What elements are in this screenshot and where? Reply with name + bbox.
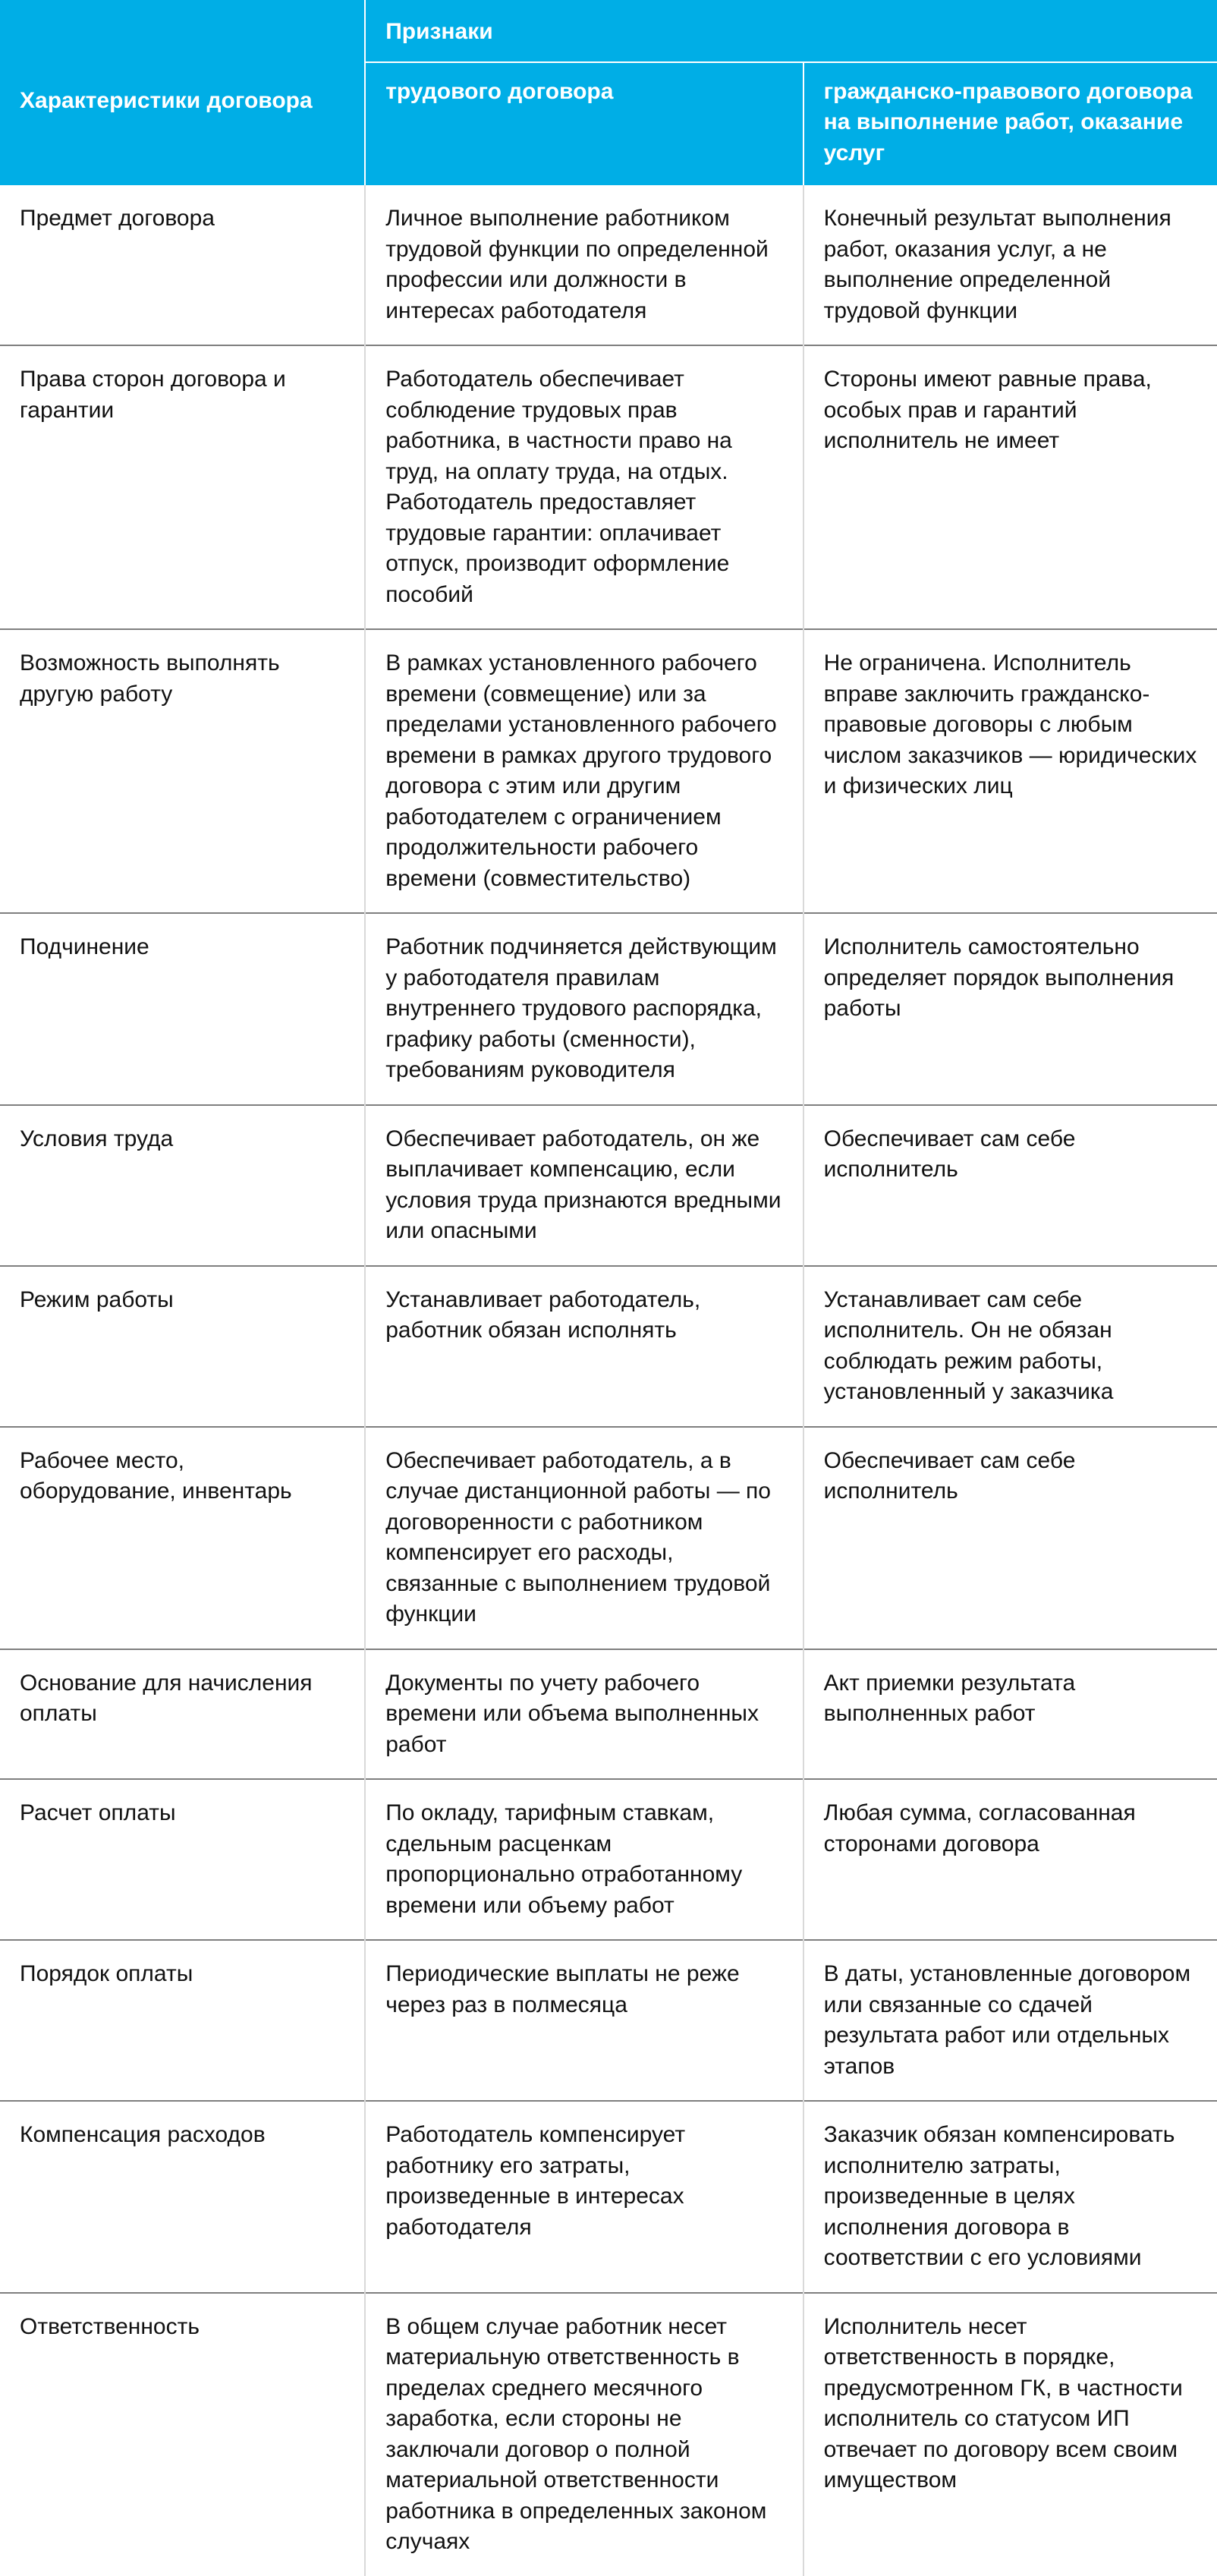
cell-labor-contract: Устанавливает работодатель, работник обя… — [365, 1266, 803, 1427]
table-row: Рабочее место, оборудование, инвентарьОб… — [0, 1427, 1217, 1649]
cell-civil-contract: Акт приемки результата выполненных работ — [803, 1649, 1217, 1780]
table-row: ОтветственностьВ общем случае работник н… — [0, 2293, 1217, 2576]
cell-characteristic: Рабочее место, оборудование, инвентарь — [0, 1427, 365, 1649]
table-row: Права сторон договора и гарантииРаботода… — [0, 345, 1217, 629]
cell-characteristic: Возможность выполнять другую работу — [0, 629, 365, 913]
table-row: Возможность выполнять другую работуВ рам… — [0, 629, 1217, 913]
table-body: Предмет договораЛичное выполнение работн… — [0, 185, 1217, 2576]
cell-characteristic: Порядок оплаты — [0, 1940, 365, 2101]
cell-labor-contract: В рамках установленного рабочего времени… — [365, 629, 803, 913]
cell-characteristic: Ответственность — [0, 2293, 365, 2576]
table-row: Режим работыУстанавливает работодатель, … — [0, 1266, 1217, 1427]
cell-labor-contract: Обеспечивает работодатель, он же выплачи… — [365, 1105, 803, 1266]
cell-labor-contract: По окладу, тарифным ставкам, сдельным ра… — [365, 1779, 803, 1940]
cell-labor-contract: Работник подчиняется действующим у работ… — [365, 913, 803, 1105]
cell-labor-contract: В общем случае работник несет материальн… — [365, 2293, 803, 2576]
cell-labor-contract: Работодатель компенсирует работнику его … — [365, 2101, 803, 2293]
table-header: Характеристики договора Признаки трудово… — [0, 0, 1217, 185]
table-row: Компенсация расходовРаботодатель компенс… — [0, 2101, 1217, 2293]
cell-civil-contract: Исполнитель несет ответственность в поря… — [803, 2293, 1217, 2576]
table-row: Условия трудаОбеспечивает работодатель, … — [0, 1105, 1217, 1266]
cell-civil-contract: Исполнитель самостоятельно определяет по… — [803, 913, 1217, 1105]
cell-characteristic: Подчинение — [0, 913, 365, 1105]
table-row: Основание для начисления оплатыДокументы… — [0, 1649, 1217, 1780]
table-row: ПодчинениеРаботник подчиняется действующ… — [0, 913, 1217, 1105]
cell-civil-contract: Обеспечивает сам себе исполнитель — [803, 1105, 1217, 1266]
comparison-table: Характеристики договора Признаки трудово… — [0, 0, 1217, 2576]
cell-civil-contract: В даты, установленные договором или связ… — [803, 1940, 1217, 2101]
cell-civil-contract: Не ограничена. Исполнитель вправе заключ… — [803, 629, 1217, 913]
cell-civil-contract: Любая сумма, согласованная сторонами дог… — [803, 1779, 1217, 1940]
cell-civil-contract: Заказчик обязан компенсировать исполните… — [803, 2101, 1217, 2293]
cell-civil-contract: Обеспечивает сам себе исполнитель — [803, 1427, 1217, 1649]
cell-civil-contract: Стороны имеют равные права, особых прав … — [803, 345, 1217, 629]
cell-characteristic: Права сторон договора и гарантии — [0, 345, 365, 629]
header-characteristics: Характеристики договора — [0, 0, 365, 185]
header-group: Признаки — [365, 0, 1217, 62]
table-row: Расчет оплатыПо окладу, тарифным ставкам… — [0, 1779, 1217, 1940]
cell-labor-contract: Документы по учету рабочего времени или … — [365, 1649, 803, 1780]
cell-civil-contract: Конечный результат выполнения работ, ока… — [803, 185, 1217, 345]
table-row: Порядок оплатыПериодические выплаты не р… — [0, 1940, 1217, 2101]
cell-characteristic: Расчет оплаты — [0, 1779, 365, 1940]
cell-characteristic: Компенсация расходов — [0, 2101, 365, 2293]
cell-characteristic: Условия труда — [0, 1105, 365, 1266]
cell-labor-contract: Работодатель обеспечивает соблюдение тру… — [365, 345, 803, 629]
comparison-table-wrapper: Характеристики договора Признаки трудово… — [0, 0, 1217, 2576]
table-row: Предмет договораЛичное выполнение работн… — [0, 185, 1217, 345]
cell-characteristic: Предмет договора — [0, 185, 365, 345]
cell-characteristic: Режим работы — [0, 1266, 365, 1427]
cell-labor-contract: Личное выполнение работником трудовой фу… — [365, 185, 803, 345]
cell-labor-contract: Обеспечивает работодатель, а в случае ди… — [365, 1427, 803, 1649]
cell-characteristic: Основание для начисления оплаты — [0, 1649, 365, 1780]
header-labor-contract: трудового договора — [365, 62, 803, 186]
cell-civil-contract: Устанавливает сам себе исполнитель. Он н… — [803, 1266, 1217, 1427]
cell-labor-contract: Периодические выплаты не реже через раз … — [365, 1940, 803, 2101]
header-civil-contract: гражданско-правового договора на выполне… — [803, 62, 1217, 186]
